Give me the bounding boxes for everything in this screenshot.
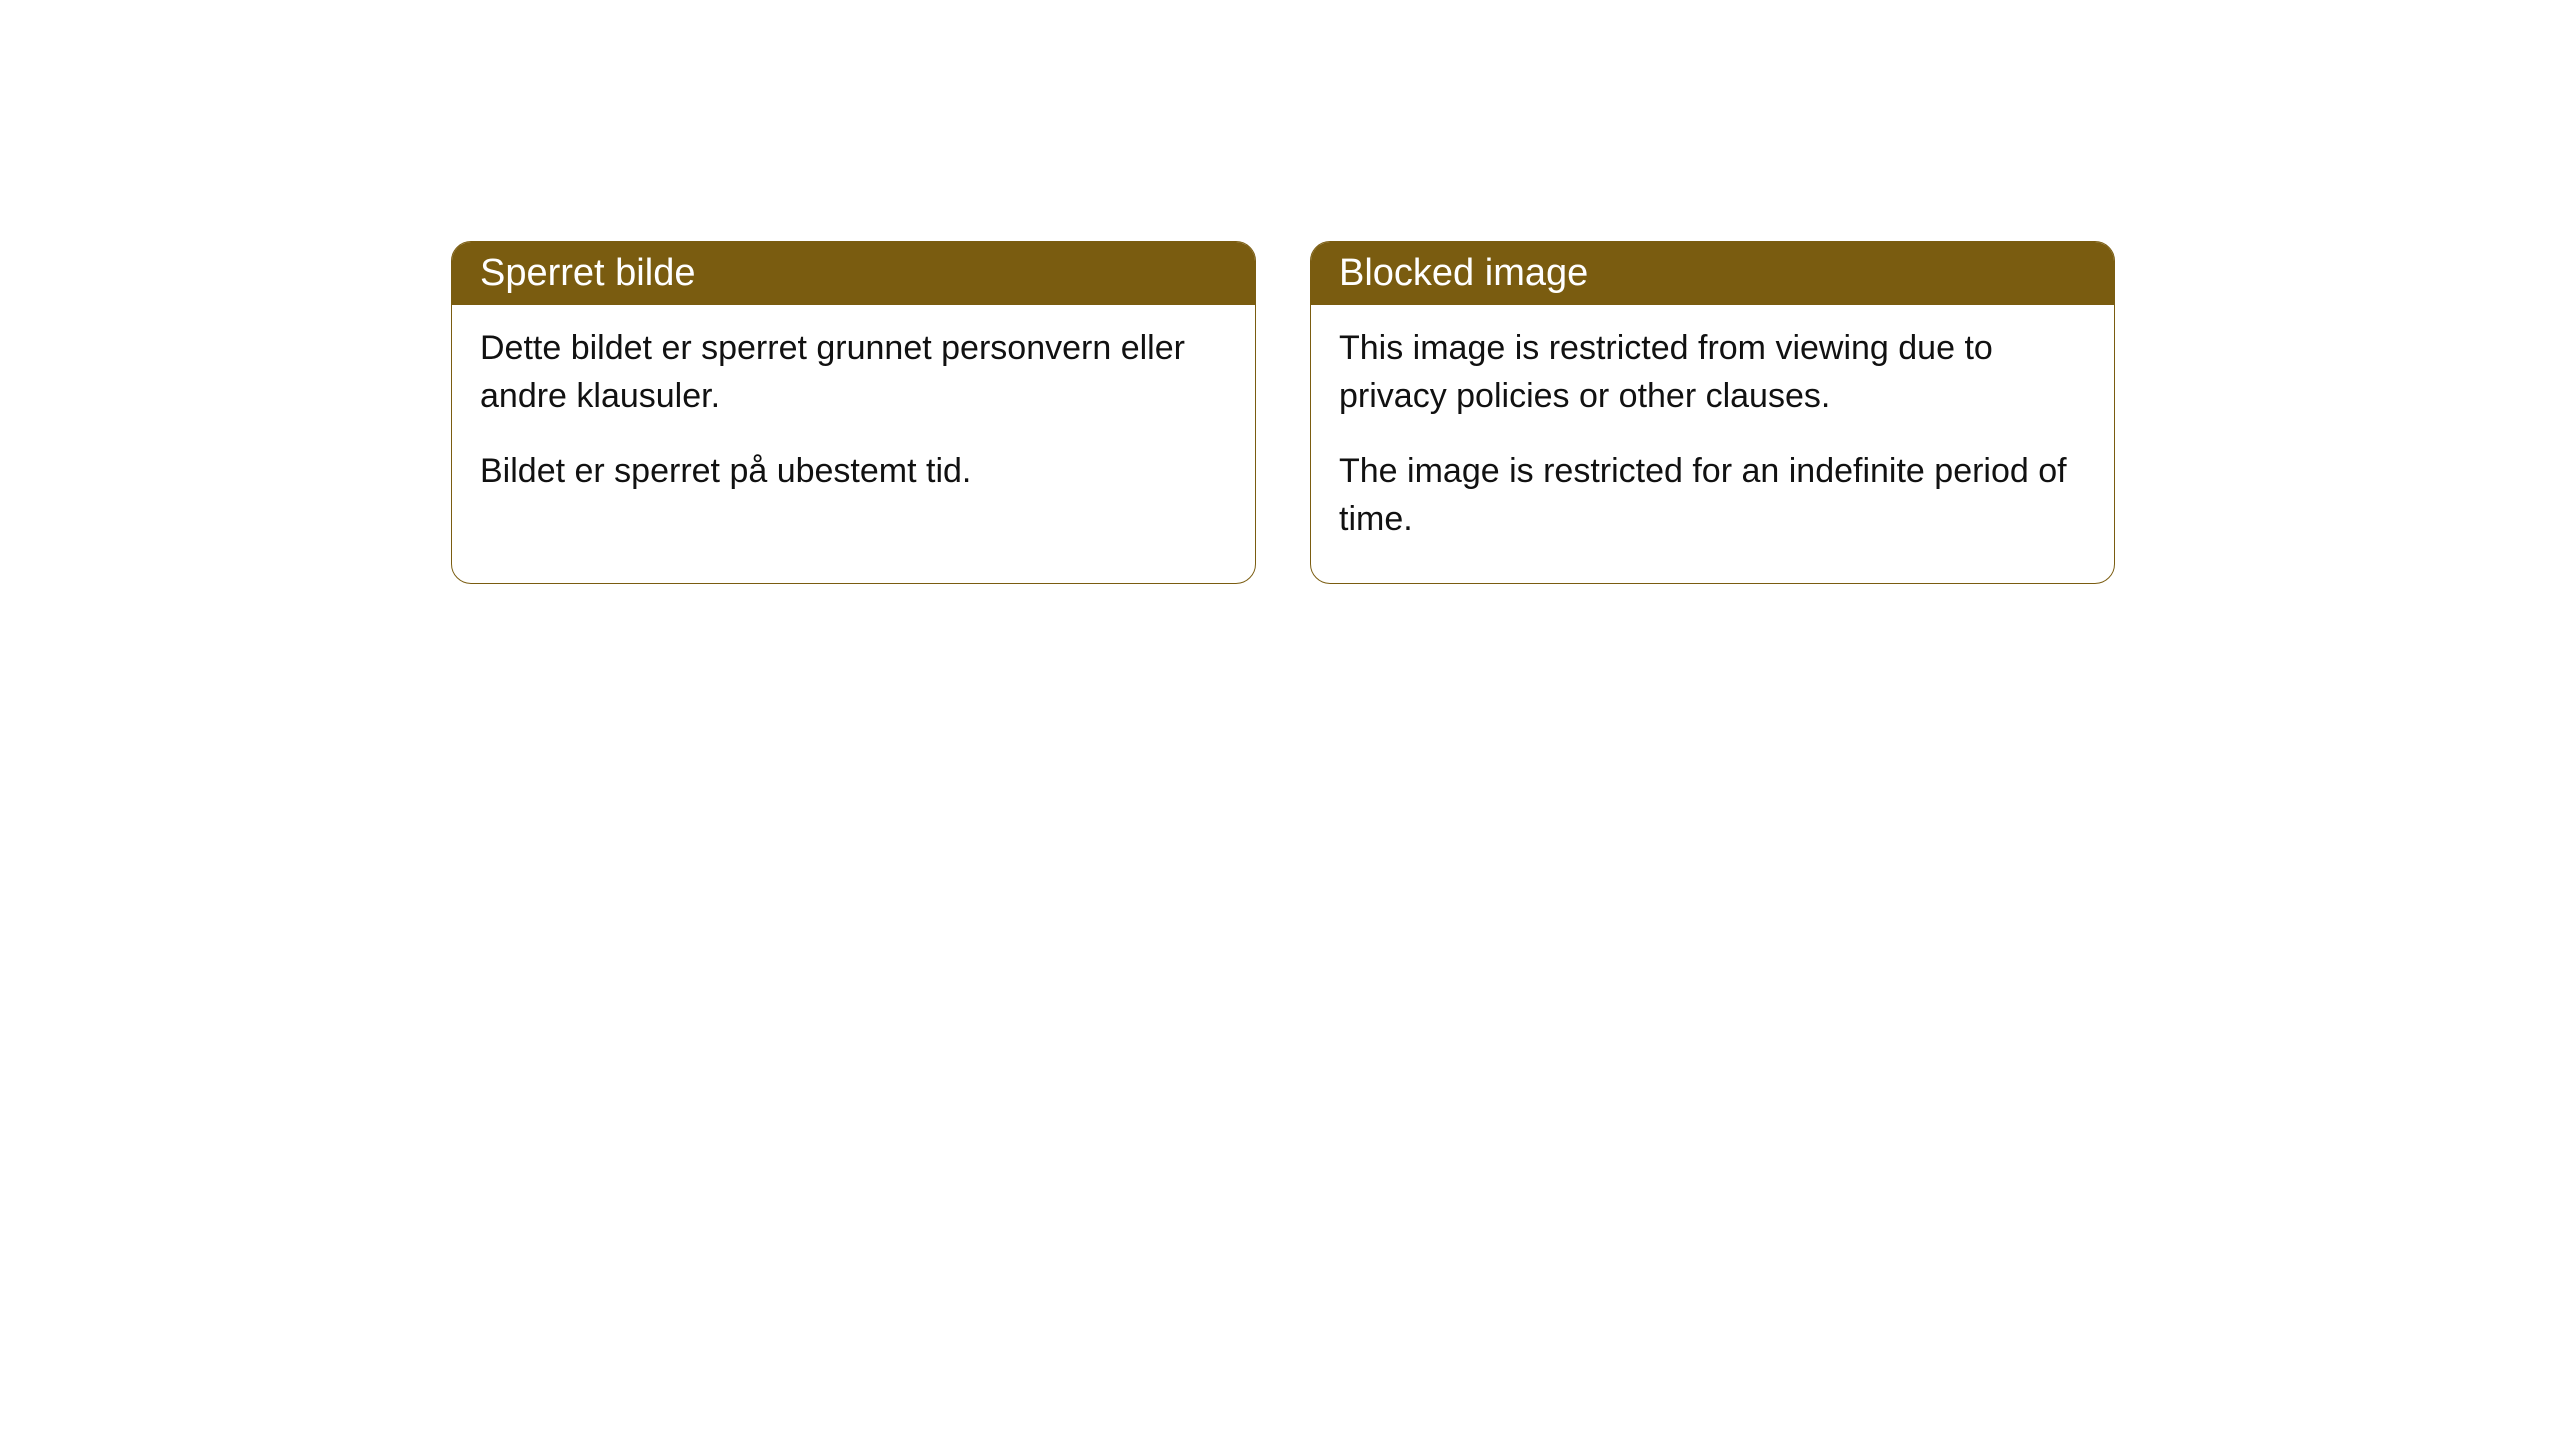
card-header-english: Blocked image xyxy=(1311,242,2114,305)
card-header-norwegian: Sperret bilde xyxy=(452,242,1255,305)
card-paragraph-2-norwegian: Bildet er sperret på ubestemt tid. xyxy=(480,448,1227,496)
card-title-english: Blocked image xyxy=(1339,252,1588,294)
card-paragraph-1-english: This image is restricted from viewing du… xyxy=(1339,325,2086,420)
card-body-english: This image is restricted from viewing du… xyxy=(1311,305,2114,583)
blocked-image-card-english: Blocked image This image is restricted f… xyxy=(1310,241,2115,584)
cards-container: Sperret bilde Dette bildet er sperret gr… xyxy=(451,241,2115,584)
card-paragraph-1-norwegian: Dette bildet er sperret grunnet personve… xyxy=(480,325,1227,420)
card-paragraph-2-english: The image is restricted for an indefinit… xyxy=(1339,448,2086,543)
card-body-norwegian: Dette bildet er sperret grunnet personve… xyxy=(452,305,1255,536)
card-title-norwegian: Sperret bilde xyxy=(480,252,695,294)
blocked-image-card-norwegian: Sperret bilde Dette bildet er sperret gr… xyxy=(451,241,1256,584)
